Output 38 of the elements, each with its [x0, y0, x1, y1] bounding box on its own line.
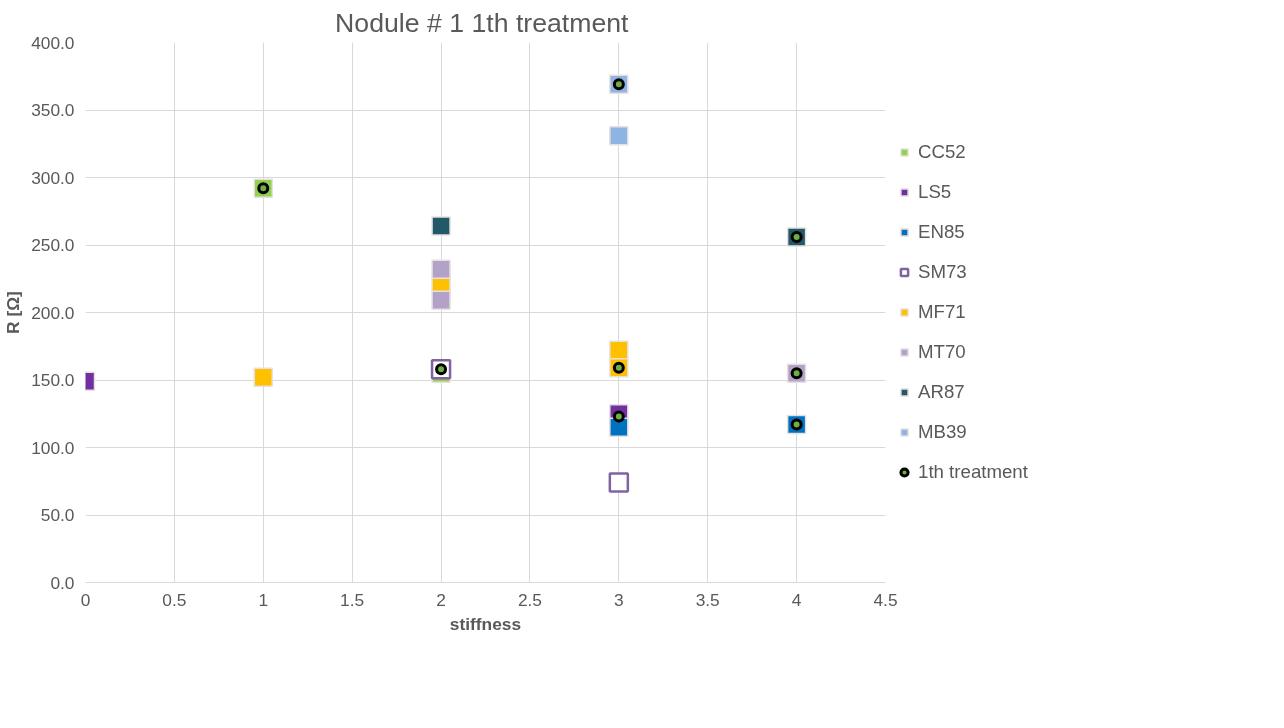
- x-tick-label: 4: [791, 589, 802, 610]
- x-tick-label: 4.5: [873, 589, 898, 610]
- point: [609, 340, 629, 361]
- y-tick-label: 150.0: [31, 370, 75, 390]
- point: [431, 216, 451, 236]
- y-tick-label: 0.0: [50, 572, 75, 593]
- x-tick-label: 0.5: [162, 589, 187, 610]
- legend-label: MT70: [918, 341, 966, 363]
- x-tick-label: 3: [614, 589, 624, 610]
- point: [253, 367, 274, 388]
- x-tick-label: 1: [258, 589, 269, 610]
- x-axis-title: stiffness: [449, 613, 522, 634]
- y-tick-label: 250.0: [31, 235, 75, 255]
- legend-label: MF71: [918, 301, 966, 323]
- legend-label: 1th treatment: [918, 461, 1028, 483]
- y-tick-label: 200.0: [31, 302, 75, 323]
- legend-label: EN85: [918, 221, 965, 243]
- point: [431, 259, 451, 280]
- y-tick-label: 300.0: [31, 167, 75, 188]
- legend-label: AR87: [918, 381, 965, 403]
- legend-label: CC52: [918, 141, 966, 163]
- y-tick-label: 100.0: [31, 437, 75, 458]
- x-tick-label: 3.5: [695, 589, 720, 610]
- y-tick-label: 50.0: [40, 505, 75, 525]
- legend-label: LS5: [918, 181, 952, 203]
- chart-title: Nodule # 1 1th treatment: [335, 7, 630, 38]
- y-axis-title: R [Ω]: [3, 291, 24, 334]
- x-tick-label: 2.5: [517, 589, 542, 610]
- y-tick-label: 350.0: [31, 100, 75, 120]
- x-tick-label: 0: [80, 589, 91, 610]
- point: [609, 125, 629, 146]
- x-tick-label: 2: [436, 589, 446, 610]
- y-tick-label: 400.0: [31, 32, 75, 53]
- x-tick-label: 1.5: [340, 589, 365, 610]
- legend-label: SM73: [918, 261, 967, 283]
- point: [608, 472, 630, 493]
- point: [431, 290, 451, 311]
- legend-label: MB39: [918, 421, 967, 443]
